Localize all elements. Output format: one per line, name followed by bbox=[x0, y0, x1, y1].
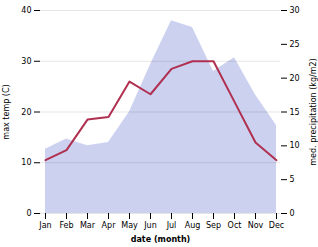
svg-text:15: 15 bbox=[290, 108, 300, 117]
svg-text:Jan: Jan bbox=[38, 221, 51, 230]
svg-text:20: 20 bbox=[290, 74, 300, 83]
svg-text:Mar: Mar bbox=[80, 221, 96, 230]
svg-text:0: 0 bbox=[290, 209, 295, 218]
svg-text:Nov: Nov bbox=[248, 221, 264, 230]
svg-text:40: 40 bbox=[21, 6, 31, 15]
svg-text:date (month): date (month) bbox=[131, 235, 191, 244]
svg-text:Feb: Feb bbox=[59, 221, 73, 230]
svg-text:30: 30 bbox=[21, 57, 31, 66]
svg-text:10: 10 bbox=[21, 158, 31, 167]
svg-text:Aug: Aug bbox=[185, 221, 201, 230]
svg-text:Apr: Apr bbox=[102, 221, 117, 230]
svg-text:Dec: Dec bbox=[269, 221, 284, 230]
svg-text:Oct: Oct bbox=[228, 221, 242, 230]
svg-text:med. precipitation (kg/m2): med. precipitation (kg/m2) bbox=[309, 58, 318, 165]
svg-text:20: 20 bbox=[21, 108, 31, 117]
svg-text:Jun: Jun bbox=[143, 221, 157, 230]
svg-text:5: 5 bbox=[290, 175, 295, 184]
svg-text:25: 25 bbox=[290, 40, 300, 49]
svg-text:0: 0 bbox=[26, 209, 31, 218]
svg-text:Jul: Jul bbox=[166, 221, 177, 230]
svg-text:30: 30 bbox=[290, 6, 300, 15]
svg-text:10: 10 bbox=[290, 141, 300, 150]
svg-text:May: May bbox=[121, 221, 138, 230]
svg-text:max temp (C): max temp (C) bbox=[2, 84, 11, 139]
svg-text:Sep: Sep bbox=[206, 221, 221, 230]
